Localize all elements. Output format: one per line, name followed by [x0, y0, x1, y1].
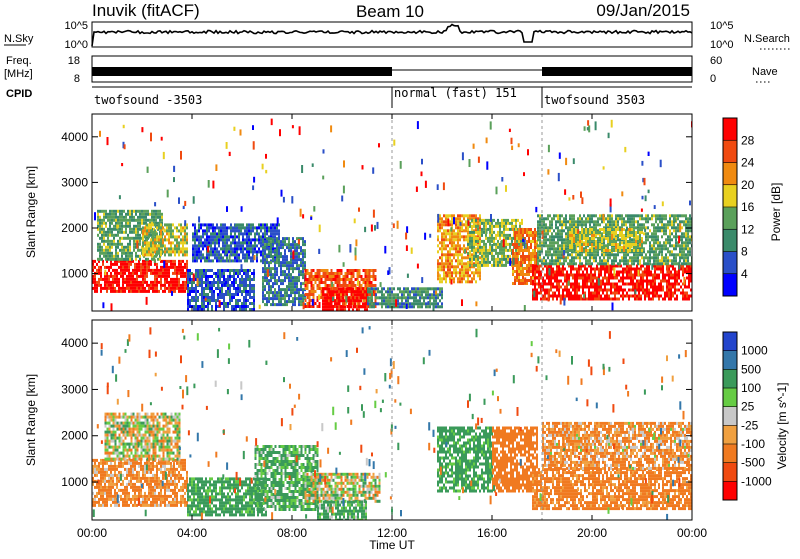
power-cluster-1 [92, 260, 188, 293]
velocity-cluster-2 [105, 413, 181, 461]
velocity-cbar-swatch-6 [723, 369, 737, 388]
power-cbar-tick-label-2: 20 [741, 178, 755, 192]
cpid-row: CPID twofsound -3503 normal (fast) 151 t… [6, 86, 692, 108]
power-ylabel: Slant Range [km] [24, 166, 38, 258]
x-tick-label-0: 00:00 [77, 526, 107, 540]
velocity-cbar-swatch-1 [723, 463, 737, 482]
power-colorbar: 28 24 20 16 12 8 4 [723, 118, 755, 296]
velocity-cbar-tick-label-6: -500 [741, 456, 765, 470]
velocity-cluster-9 [532, 468, 692, 510]
nsky-panel: N.Sky 10^5 10^0 10^5 10^0 N.Search [4, 20, 790, 51]
power-cbar-tick-label-6: 4 [741, 267, 748, 281]
velocity-cbar-tick-label-1: 500 [741, 362, 761, 376]
velocity-cbar-tick-label-5: -100 [741, 437, 765, 451]
station-title: Inuvik (fitACF) [92, 1, 200, 20]
velocity-cbar-tick-label-3: 25 [741, 400, 755, 414]
date-title: 09/Jan/2015 [596, 1, 690, 20]
velocity-cbar-swatch-8 [723, 332, 737, 351]
power-cbar-tick-label-3: 16 [741, 200, 755, 214]
nave-label: Nave [752, 66, 778, 78]
velocity-colorbar-label: Velocity [m s^-1] [775, 383, 789, 470]
power-ytick-label-2: 3000 [61, 175, 88, 189]
power-cbar-tick-label-0: 28 [741, 133, 755, 147]
cpid-segment-1: twofsound -3503 [94, 93, 202, 107]
nsky-tick-bottom: 10^0 [64, 39, 88, 51]
velocity-ylabel: Slant Range [km] [24, 374, 38, 466]
cpid-segment-3: twofsound 3503 [544, 93, 645, 107]
velocity-cbar-swatch-5 [723, 388, 737, 407]
power-cbar-swatch-4 [723, 185, 737, 208]
freq-band-1 [92, 67, 392, 76]
beam-title: Beam 10 [356, 2, 424, 21]
velocity-ytick-label-1: 2000 [61, 429, 88, 443]
x-tick-label-1: 04:00 [177, 526, 207, 540]
freq-panel: Freq. [MHz] 18 8 60 0 Nave [4, 55, 778, 85]
x-tick-label-5: 20:00 [577, 526, 607, 540]
cpid-segment-2: normal (fast) 151 [394, 86, 517, 100]
x-tick-label-6: 00:00 [677, 526, 707, 540]
power-ytick-label-0: 1000 [61, 267, 88, 281]
freq-tick-bottom: 8 [74, 73, 80, 85]
cpid-label: CPID [6, 88, 32, 100]
power-cbar-swatch-5 [723, 163, 737, 186]
power-cbar-swatch-6 [723, 140, 737, 163]
velocity-cbar-swatch-2 [723, 444, 737, 463]
nsearch-label: N.Search [744, 33, 790, 45]
power-panel: 1000 2000 3000 4000 Slant Range [km] [24, 114, 693, 311]
freq-tick-top: 18 [68, 55, 80, 67]
power-colorbar-label: Power [dB] [769, 183, 783, 242]
power-cbar-swatch-1 [723, 252, 737, 275]
power-ytick-label-3: 4000 [61, 130, 88, 144]
velocity-ytick-label-2: 3000 [61, 382, 88, 396]
velocity-cbar-tick-label-4: -25 [741, 418, 759, 432]
velocity-cbar-swatch-4 [723, 407, 737, 426]
freq-trace [92, 67, 692, 76]
power-cluster-9 [367, 287, 443, 308]
velocity-cbar-swatch-0 [723, 481, 737, 500]
nave-tick-bottom: 0 [710, 73, 716, 85]
power-ytick-label-1: 2000 [61, 221, 88, 235]
velocity-cbar-tick-label-2: 100 [741, 381, 761, 395]
nsky-tick-top: 10^5 [64, 20, 88, 32]
power-cbar-tick-label-4: 12 [741, 222, 755, 236]
nsearch-tick-top: 10^5 [710, 20, 734, 32]
nsearch-tick-bottom: 10^0 [710, 39, 734, 51]
freq-band-2 [542, 67, 692, 76]
power-cluster-4 [187, 269, 255, 311]
velocity-cluster-7 [437, 427, 493, 493]
x-axis-label: Time UT [369, 538, 415, 552]
nave-tick-top: 60 [710, 55, 722, 67]
power-cluster-3 [142, 223, 188, 256]
velocity-cbar-tick-label-7: -1000 [741, 474, 772, 488]
nsky-label: N.Sky [4, 33, 34, 45]
power-cbar-tick-label-5: 8 [741, 245, 748, 259]
power-cbar-swatch-0 [723, 274, 737, 297]
velocity-ytick-label-0: 1000 [61, 475, 88, 489]
velocity-colorbar: 1000 500 100 25 -25 -100 -500 -1000 [723, 332, 772, 500]
velocity-ytick-label-3: 4000 [61, 336, 88, 350]
x-tick-label-4: 16:00 [477, 526, 507, 540]
nsky-trace [92, 25, 692, 47]
velocity-cluster-8 [492, 427, 538, 493]
power-cbar-swatch-3 [723, 207, 737, 230]
velocity-panel: 1000 2000 3000 4000 Slant Range [km] [24, 320, 694, 522]
velocity-cbar-swatch-7 [723, 351, 737, 370]
x-tick-label-2: 08:00 [277, 526, 307, 540]
power-cbar-tick-label-1: 24 [741, 156, 755, 170]
power-cbar-swatch-2 [723, 229, 737, 252]
power-cbar-swatch-7 [723, 118, 737, 141]
velocity-cluster-6 [317, 501, 367, 522]
power-cluster-8 [322, 287, 368, 311]
velocity-cbar-swatch-3 [723, 425, 737, 444]
freq-unit: [MHz] [4, 68, 33, 80]
velocity-cbar-tick-label-0: 1000 [741, 344, 768, 358]
freq-label: Freq. [6, 55, 32, 67]
